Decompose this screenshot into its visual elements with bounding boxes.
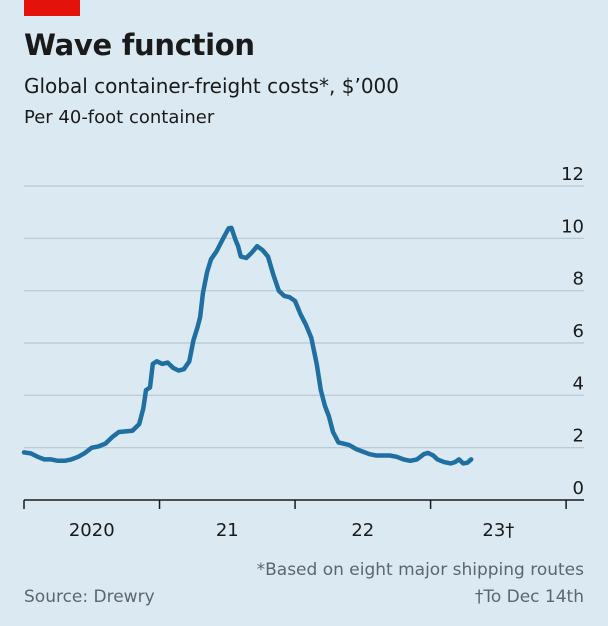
chart-title: Wave function xyxy=(24,28,255,62)
x-axis: 2020 21 22 23† xyxy=(23,499,584,541)
footnote-routes: *Based on eight major shipping routes xyxy=(256,560,584,580)
y-tick-label-2: 2 xyxy=(573,426,584,447)
y-tick-label-10: 10 xyxy=(561,216,584,237)
y-tick-label-6: 6 xyxy=(573,321,584,342)
x-tick-label-0: 2020 xyxy=(69,520,115,541)
x-tick-label-2: 22 xyxy=(351,520,374,541)
x-tick-label-3: 23† xyxy=(482,520,514,541)
y-tick-label-12: 12 xyxy=(561,164,584,185)
chart-subtitle: Global container-freight costs*, $’000 xyxy=(24,74,399,98)
series-lines xyxy=(21,225,474,466)
series-line-0 xyxy=(21,225,474,466)
x-tick-label-1: 21 xyxy=(216,520,239,541)
footnote-date: †To Dec 14th xyxy=(474,587,584,607)
y-axis-ticks: 0 2 4 6 8 10 12 xyxy=(561,164,584,499)
y-tick-label-4: 4 xyxy=(573,373,584,394)
chart-unit-note: Per 40-foot container xyxy=(24,107,215,128)
source-label: Source: Drewry xyxy=(24,587,155,607)
brand-bar xyxy=(24,0,80,16)
y-tick-label-0: 0 xyxy=(573,478,584,499)
gridlines xyxy=(24,185,584,449)
y-tick-label-8: 8 xyxy=(573,269,584,290)
